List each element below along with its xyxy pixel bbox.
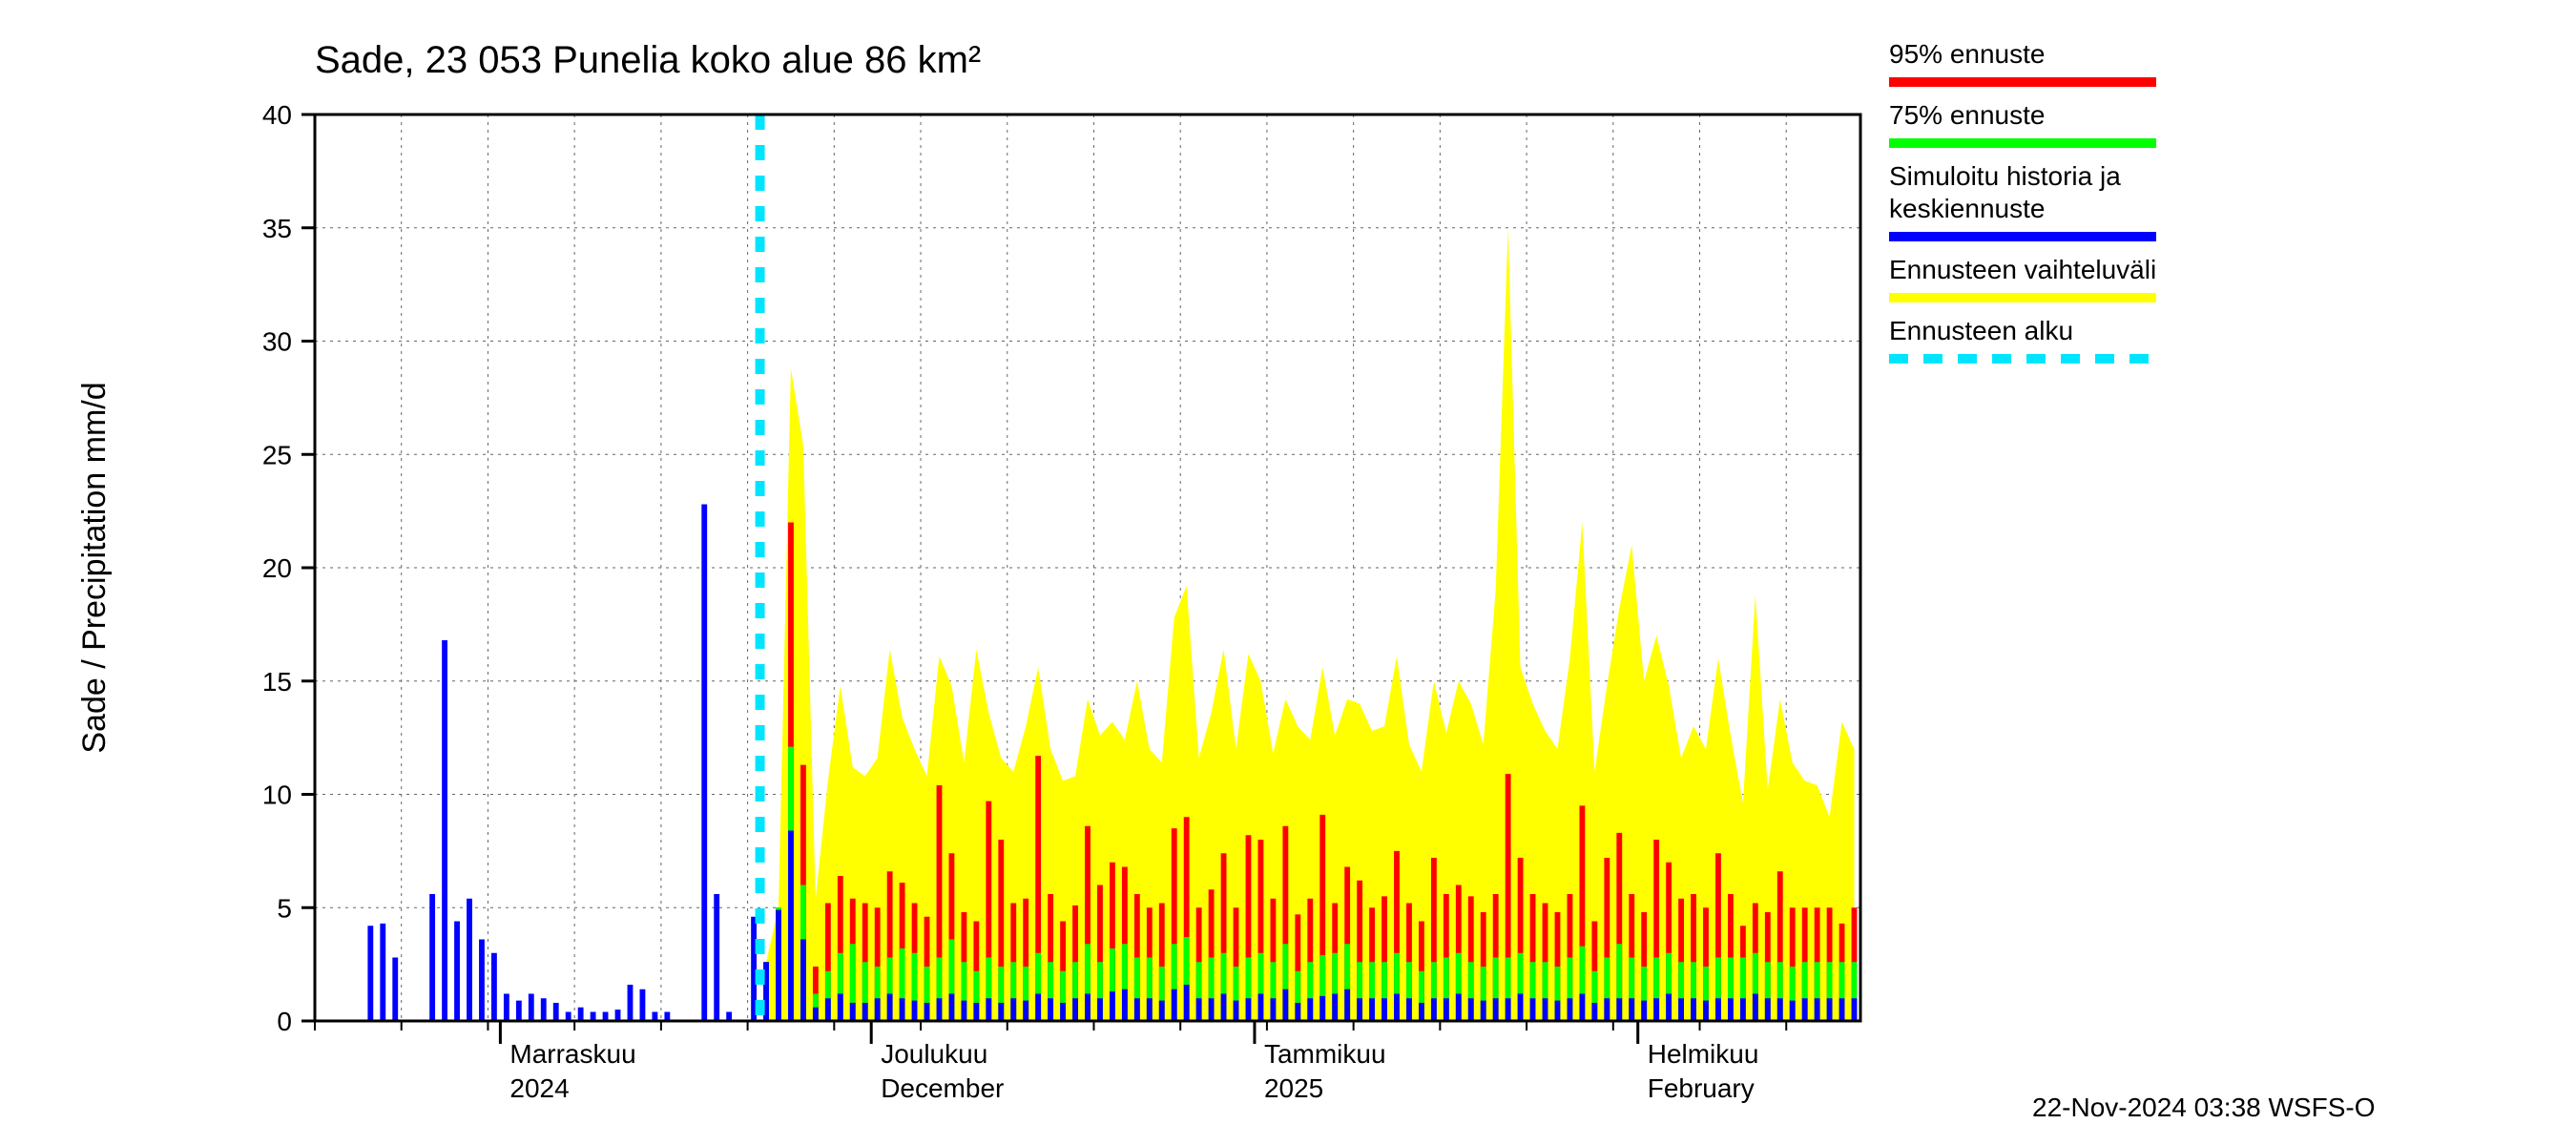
xtick-label: Marraskuu xyxy=(509,1039,635,1069)
ytick-label: 10 xyxy=(262,781,292,810)
ytick-label: 30 xyxy=(262,327,292,357)
legend-label: 95% ennuste xyxy=(1889,39,2045,69)
legend-label: keskiennuste xyxy=(1889,194,2045,223)
footer-timestamp: 22-Nov-2024 03:38 WSFS-O xyxy=(2032,1093,2376,1122)
ytick-label: 35 xyxy=(262,214,292,243)
xtick-sublabel: February xyxy=(1648,1073,1755,1103)
xtick-label: Joulukuu xyxy=(881,1039,987,1069)
xtick-sublabel: 2024 xyxy=(509,1073,569,1103)
legend-label: Ennusteen alku xyxy=(1889,316,2073,345)
ytick-label: 25 xyxy=(262,440,292,469)
legend-label: 75% ennuste xyxy=(1889,100,2045,130)
ytick-label: 0 xyxy=(277,1007,292,1036)
xtick-label: Helmikuu xyxy=(1648,1039,1759,1069)
ytick-label: 5 xyxy=(277,893,292,923)
xtick-sublabel: December xyxy=(881,1073,1004,1103)
precipitation-chart: 0510152025303540Marraskuu2024JoulukuuDec… xyxy=(0,0,2576,1145)
legend-label: Ennusteen vaihteluväli xyxy=(1889,255,2156,284)
ytick-label: 20 xyxy=(262,553,292,583)
y-axis-label: Sade / Precipitation mm/d xyxy=(76,382,113,753)
legend-label: Simuloitu historia ja xyxy=(1889,161,2121,191)
chart-container: 0510152025303540Marraskuu2024JoulukuuDec… xyxy=(0,0,2576,1145)
chart-title: Sade, 23 053 Punelia koko alue 86 km² xyxy=(315,39,981,81)
xtick-sublabel: 2025 xyxy=(1264,1073,1323,1103)
ytick-label: 15 xyxy=(262,667,292,697)
xtick-label: Tammikuu xyxy=(1264,1039,1386,1069)
ytick-label: 40 xyxy=(262,100,292,130)
